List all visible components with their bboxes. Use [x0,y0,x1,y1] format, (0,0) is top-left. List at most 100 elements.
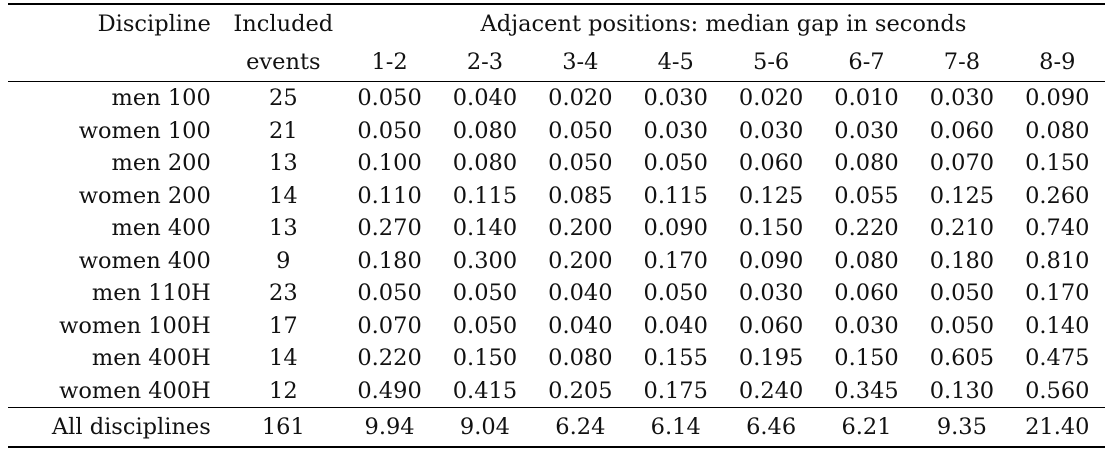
total-gap-cell: 6.24 [532,407,629,448]
header-gap: 8-9 [1009,43,1105,82]
gap-cell: 0.030 [643,85,708,111]
gap-cell: 0.050 [357,280,422,306]
gap-cell: 0.115 [452,182,518,209]
gap-cell: 0.080 [1025,117,1090,144]
table-header: Discipline Included Adjacent positions: … [8,3,1105,82]
table-footer: All disciplines 161 9.94 9.04 6.24 6.14 … [8,407,1105,448]
gap-cell: 0.150 [1025,150,1090,176]
events-cell: 13 [269,150,298,176]
discipline-cell: men 110H [91,280,211,306]
gap-cell: 0.030 [738,280,804,306]
total-gap-cell: 9.94 [341,407,438,448]
gap-cell: 0.125 [929,182,995,209]
table-row: men 400 13 0.270 0.140 0.200 0.090 0.150… [8,212,1105,245]
gap-cell: 0.050 [548,150,613,176]
gap-cell: 0.110 [357,182,422,209]
total-gap-cell: 9.35 [914,407,1010,448]
gap-cell: 0.080 [834,150,899,176]
gap-cell: 0.090 [1025,85,1090,111]
table-row: women 400 9 0.180 0.300 0.200 0.170 0.09… [8,245,1105,278]
gap-cell: 0.240 [738,377,804,404]
gap-cell: 0.080 [548,345,613,371]
events-cell: 17 [269,312,298,339]
gap-cell: 0.030 [643,117,708,144]
gap-cell: 0.060 [738,312,804,339]
gap-cell: 0.345 [834,377,899,404]
gap-cell: 0.740 [1025,215,1090,241]
table-row: men 200 13 0.100 0.080 0.050 0.050 0.060… [8,147,1105,180]
total-gap-cell: 6.46 [723,407,819,448]
gap-cell: 0.010 [834,85,899,111]
header-gap: 5-6 [723,43,819,82]
gap-cell: 0.475 [1025,345,1090,371]
gap-cell: 0.050 [357,85,422,111]
discipline-cell: women 400 [78,247,211,274]
gap-cell: 0.055 [834,182,899,209]
gap-cell: 0.150 [738,215,804,241]
header-gap: 2-3 [437,43,533,82]
gap-cell: 0.020 [738,85,804,111]
gap-cell: 0.090 [643,215,708,241]
gap-cell: 0.170 [1025,280,1090,306]
gap-cell: 0.030 [834,117,899,144]
gap-cell: 0.180 [357,247,422,274]
total-row: All disciplines 161 9.94 9.04 6.24 6.14 … [8,407,1105,448]
gap-cell: 0.050 [548,117,613,144]
discipline-cell: men 400H [91,345,211,371]
gap-cell: 0.810 [1025,247,1090,274]
gap-cell: 0.080 [834,247,899,274]
discipline-cell: men 100 [111,85,211,111]
gap-cell: 0.140 [452,215,518,241]
gap-cell: 0.415 [452,377,518,404]
gap-cell: 0.560 [1025,377,1090,404]
table-row: men 100 25 0.050 0.040 0.020 0.030 0.020… [8,82,1105,115]
gap-cell: 0.050 [643,150,708,176]
total-gap-cell: 6.21 [818,407,915,448]
gap-cell: 0.200 [548,247,613,274]
gap-cell: 0.040 [452,85,518,111]
gap-cell: 0.180 [929,247,995,274]
header-discipline: Discipline [8,3,225,43]
gap-cell: 0.210 [929,215,995,241]
total-gap-cell: 21.40 [1009,407,1105,448]
table-row: men 110H 23 0.050 0.050 0.040 0.050 0.03… [8,277,1105,310]
gap-cell: 0.155 [643,345,708,371]
gap-cell: 0.140 [1025,312,1090,339]
gap-cell: 0.150 [452,345,518,371]
gap-cell: 0.080 [452,117,518,144]
gap-cell: 0.085 [548,182,613,209]
gap-cell: 0.220 [834,215,899,241]
gap-cell: 0.040 [548,280,613,306]
events-cell: 13 [269,215,298,241]
events-cell: 25 [269,85,298,111]
gap-cell: 0.040 [548,312,613,339]
gap-cell: 0.490 [357,377,422,404]
header-discipline-blank [8,43,225,82]
gap-cell: 0.125 [738,182,804,209]
gap-cell: 0.060 [738,150,804,176]
gap-cell: 0.050 [357,117,422,144]
gap-cell: 0.030 [738,117,804,144]
discipline-cell: women 100 [78,117,211,144]
gap-cell: 0.175 [643,377,708,404]
total-discipline-cell: All disciplines [8,407,225,448]
table-body: men 100 25 0.050 0.040 0.020 0.030 0.020… [8,82,1105,408]
gap-cell: 0.020 [548,85,613,111]
gap-cell: 0.270 [357,215,422,241]
header-row-bottom: events 1-2 2-3 3-4 4-5 5-6 6-7 7-8 8-9 [8,43,1105,82]
gap-cell: 0.260 [1025,182,1090,209]
gap-cell: 0.060 [834,280,899,306]
gap-cell: 0.605 [929,345,995,371]
gap-cell: 0.300 [452,247,518,274]
events-cell: 14 [269,345,298,371]
discipline-cell: women 100H [59,312,211,339]
header-gap: 3-4 [532,43,629,82]
header-gap: 7-8 [914,43,1010,82]
gap-cell: 0.150 [834,345,899,371]
gap-cell: 0.070 [357,312,422,339]
gap-cell: 0.050 [929,312,995,339]
gap-cell: 0.050 [452,312,518,339]
header-row-top: Discipline Included Adjacent positions: … [8,3,1105,43]
gap-cell: 0.220 [357,345,422,371]
gap-cell: 0.090 [738,247,804,274]
